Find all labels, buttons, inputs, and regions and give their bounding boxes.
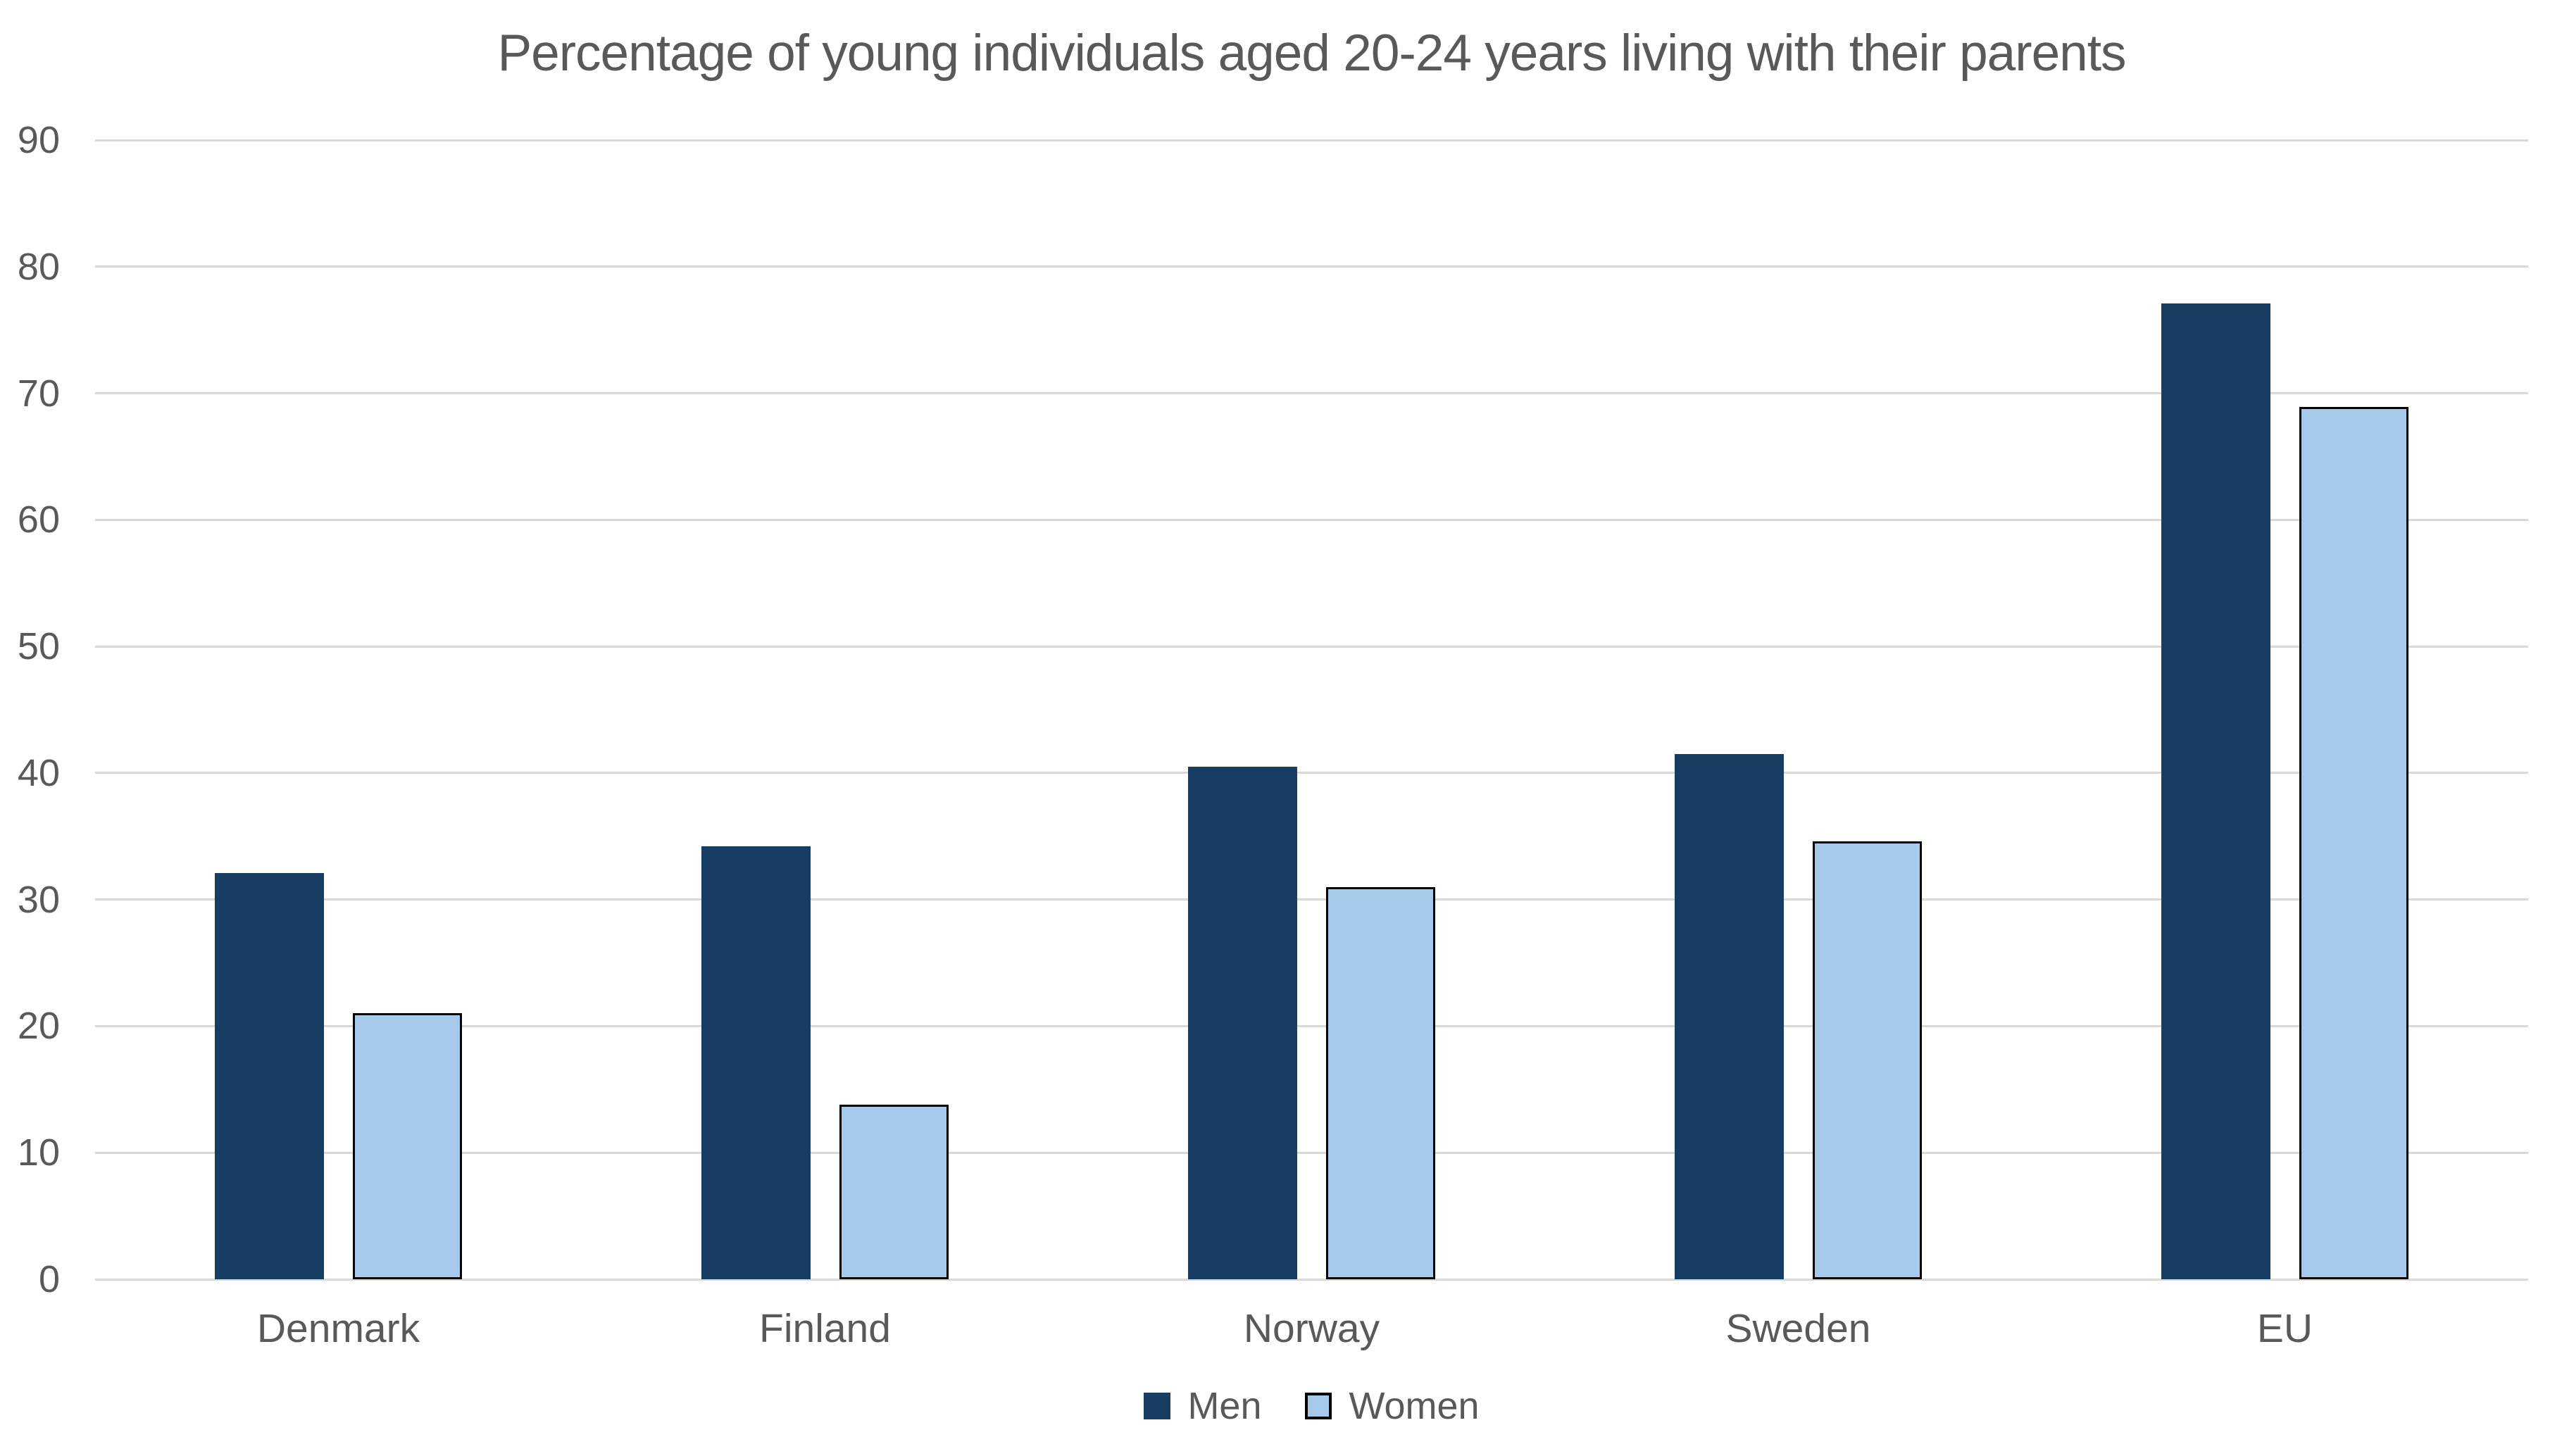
bar-men-sweden [1675,753,1784,1279]
bars-layer [95,140,2528,1279]
gridline-0 [95,1278,2528,1281]
bar-women-eu [2299,407,2408,1279]
y-tick-label-80: 80 [17,245,60,288]
bar-women-sweden [1813,841,1922,1279]
bar-men-finland [701,846,811,1279]
gridline-20 [95,1024,2528,1027]
x-axis-label-norway: Norway [1243,1306,1380,1351]
gridline-50 [95,645,2528,648]
x-axis-labels: Denmark Finland Norway Sweden EU [95,1305,2528,1352]
x-axis-label-eu: EU [2256,1306,2313,1351]
bar-women-finland [839,1104,949,1279]
legend-item-women: Women [1305,1384,1480,1428]
bar-men-eu [2161,303,2270,1279]
bar-women-norway [1326,886,1435,1279]
bar-men-norway [1188,766,1297,1279]
legend-label-men: Men [1187,1385,1262,1427]
y-tick-label-0: 0 [38,1258,60,1300]
legend-item-men: Men [1144,1384,1261,1428]
gridline-30 [95,898,2528,901]
category-group-eu [2042,140,2528,1279]
gridline-10 [95,1151,2528,1154]
x-axis-label-sweden: Sweden [1725,1306,1871,1351]
category-group-finland [582,140,1068,1279]
category-group-denmark [95,140,582,1279]
legend: Men Women [95,1384,2528,1428]
category-group-norway [1068,140,1555,1279]
chart-title: Percentage of young individuals aged 20-… [497,25,2126,82]
y-tick-label-20: 20 [17,1005,60,1048]
legend-label-women: Women [1349,1385,1480,1427]
gridline-90 [95,139,2528,142]
gridline-80 [95,265,2528,268]
legend-swatch-men [1144,1393,1171,1419]
y-tick-label-30: 30 [17,878,60,921]
y-tick-label-70: 70 [17,372,60,415]
x-axis-label-denmark: Denmark [256,1306,420,1351]
y-tick-label-10: 10 [17,1131,60,1174]
plot-area: 0 10 20 30 40 50 60 70 80 90 [18,121,2528,1298]
bar-men-denmark [215,872,324,1279]
gridline-70 [95,392,2528,395]
legend-swatch-women [1305,1393,1332,1419]
y-tick-label-90: 90 [17,119,60,161]
category-group-sweden [1555,140,2042,1279]
gridline-40 [95,772,2528,774]
bar-women-denmark [353,1013,462,1279]
gridline-60 [95,518,2528,521]
y-tick-label-50: 50 [17,625,60,668]
x-axis-label-finland: Finland [759,1306,891,1351]
y-tick-label-40: 40 [17,751,60,794]
y-tick-label-60: 60 [17,498,60,541]
